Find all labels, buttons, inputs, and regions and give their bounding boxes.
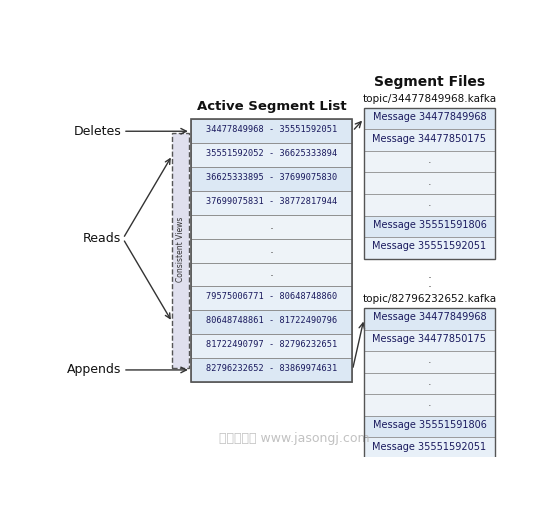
Bar [364, 108, 495, 129]
Bar [172, 133, 189, 368]
Text: .: . [269, 219, 274, 232]
Text: Appends: Appends [67, 363, 122, 377]
Text: Message 34477849968: Message 34477849968 [372, 112, 486, 122]
Text: Reads: Reads [83, 232, 122, 245]
Text: .: . [428, 155, 431, 165]
Text: topic/82796232652.kafka: topic/82796232652.kafka [362, 294, 497, 304]
Bar [364, 372, 495, 394]
Bar [191, 263, 352, 286]
Text: Message 35551592051: Message 35551592051 [372, 442, 487, 451]
Text: .: . [427, 277, 431, 290]
Bar [191, 120, 352, 143]
Bar [191, 143, 352, 167]
Text: .: . [428, 356, 431, 365]
Bar [364, 437, 495, 459]
Text: Message 34477849968: Message 34477849968 [372, 312, 486, 322]
Bar [191, 239, 352, 263]
Bar [364, 351, 495, 372]
Text: 81722490797 - 82796232651: 81722490797 - 82796232651 [206, 340, 337, 349]
Text: Segment Files: Segment Files [374, 75, 485, 89]
Text: .: . [427, 286, 431, 299]
Bar [364, 215, 495, 237]
Bar [364, 308, 495, 329]
Text: .: . [428, 198, 431, 208]
Bar [364, 129, 495, 151]
Text: Message 35551592051: Message 35551592051 [372, 241, 487, 251]
Text: .: . [269, 266, 274, 280]
Bar [191, 310, 352, 334]
Text: Message 34477850175: Message 34477850175 [372, 334, 487, 344]
Bar [364, 172, 495, 194]
Text: .: . [428, 399, 431, 408]
Text: 37699075831 - 38772817944: 37699075831 - 38772817944 [206, 197, 337, 206]
Bar [364, 151, 495, 172]
Text: 35551592052 - 36625333894: 35551592052 - 36625333894 [206, 149, 337, 158]
Text: .: . [269, 243, 274, 255]
Bar [364, 237, 495, 259]
Text: Message 34477850175: Message 34477850175 [372, 133, 487, 144]
Text: .: . [427, 268, 431, 281]
Text: Message 35551591806: Message 35551591806 [372, 420, 487, 430]
Bar [191, 191, 352, 215]
Text: Active Segment List: Active Segment List [197, 100, 347, 113]
Bar [364, 108, 495, 259]
Text: 大数据架构 www.jasongj.com: 大数据架构 www.jasongj.com [220, 432, 370, 445]
Text: 34477849968 - 35551592051: 34477849968 - 35551592051 [206, 125, 337, 134]
Text: 79575006771 - 80648748860: 79575006771 - 80648748860 [206, 292, 337, 301]
Text: 36625333895 - 37699075830: 36625333895 - 37699075830 [206, 173, 337, 182]
Text: Message 35551591806: Message 35551591806 [372, 220, 487, 230]
Text: 82796232652 - 83869974631: 82796232652 - 83869974631 [206, 364, 337, 373]
Bar [364, 194, 495, 215]
Bar [191, 334, 352, 358]
Text: 80648748861 - 81722490796: 80648748861 - 81722490796 [206, 316, 337, 325]
Bar [191, 120, 352, 382]
Bar [191, 215, 352, 239]
Text: Deletes: Deletes [74, 125, 122, 138]
Bar [191, 286, 352, 310]
Text: topic/34477849968.kafka: topic/34477849968.kafka [362, 94, 497, 104]
Text: .: . [428, 176, 431, 187]
Bar [191, 167, 352, 191]
Bar [364, 394, 495, 416]
Text: .: . [428, 377, 431, 387]
Bar [191, 358, 352, 382]
Bar [364, 308, 495, 459]
Bar [364, 329, 495, 351]
Bar [364, 416, 495, 437]
Text: Consistent Views: Consistent Views [176, 216, 185, 282]
